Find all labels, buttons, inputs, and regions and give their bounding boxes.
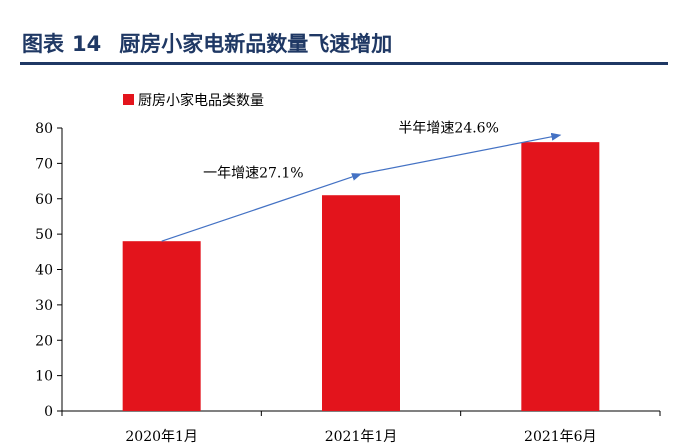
growth-annotation: 半年增速24.6%	[398, 121, 498, 137]
bar	[122, 241, 201, 411]
x-tick-label: 2020年1月	[125, 429, 198, 444]
y-tick-label: 70	[35, 156, 53, 172]
x-tick-label: 2021年6月	[524, 429, 597, 444]
y-tick-label: 20	[35, 333, 53, 349]
legend-swatch	[123, 94, 134, 105]
x-tick-label: 2021年1月	[325, 429, 398, 444]
y-tick-label: 50	[35, 227, 53, 243]
y-tick-label: 10	[35, 369, 53, 385]
figure-title-text: 厨房小家电新品数量飞速增加	[119, 32, 393, 56]
figure-number: 14	[72, 32, 102, 56]
bar	[322, 195, 400, 411]
x-tick-labels: 2020年1月 2021年1月 2021年6月	[125, 429, 596, 444]
bar	[521, 142, 600, 411]
legend-label: 厨房小家电品类数量	[138, 92, 264, 109]
figure-label: 图表	[22, 32, 64, 56]
growth-annotation: 一年增速27.1%	[203, 166, 303, 182]
chart-bars	[122, 142, 600, 411]
chart-legend: 厨房小家电品类数量	[123, 92, 264, 109]
y-tick-label: 0	[44, 404, 53, 420]
figure-title: 图表 14 厨房小家电新品数量飞速增加	[22, 28, 392, 58]
title-divider	[20, 62, 668, 65]
growth-arrow	[360, 132, 562, 175]
y-tick-label: 60	[35, 192, 53, 208]
y-tick-label: 80	[35, 121, 53, 137]
y-tick-label: 30	[35, 298, 53, 314]
chart-annotations: 一年增速27.1% 半年增速24.6%	[161, 121, 562, 242]
growth-arrow	[161, 173, 362, 242]
y-tick-label: 40	[35, 263, 53, 279]
